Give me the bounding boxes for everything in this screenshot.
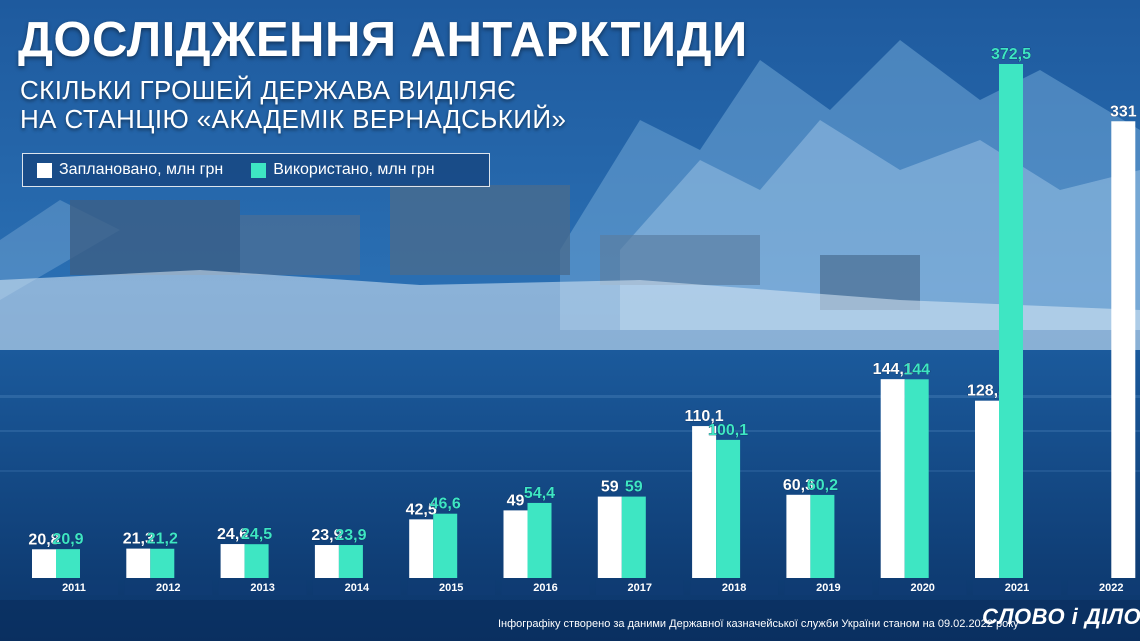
data-label-planned-2011: 20,8 [28,531,59,548]
source-note: Інфографіку створено за даними Державної… [498,618,1019,630]
bar-group-2014: 2014 23,923,9 [311,527,401,595]
bar-used-2016 [527,502,552,578]
x-tick-bg-2013 [218,580,307,595]
bar-used-2011 [56,549,80,578]
legend-item-planned: Заплановано, млн грн [37,161,223,179]
data-label-planned-2017: 59 [601,479,619,496]
bar-used-2012 [150,548,175,578]
bar-used-2020 [904,379,929,578]
data-label-planned-2016: 49 [507,492,525,509]
data-label-used-2016: 54,4 [524,485,555,502]
x-tick-label-2011: 2011 [62,582,86,594]
legend-swatch-planned [37,162,52,178]
data-label-used-2015: 46,6 [430,496,461,513]
data-label-planned-2019: 60,3 [783,477,814,494]
bar-planned-2019 [786,494,811,578]
data-label-planned-2022: 331 [1110,103,1137,120]
x-tick-label-2018: 2018 [722,582,746,594]
x-tick-bg-2012 [124,580,213,595]
data-label-used-2013: 24,5 [241,526,272,543]
data-label-planned-2013: 24,6 [217,526,248,543]
bar-group-2016: 2016 49 54,4 [501,485,590,595]
bar-planned-2018 [692,426,717,578]
data-label-used-2019: 60,2 [807,477,838,494]
bar-planned-2013 [220,544,245,578]
bar-group-2021: 2021 128,5 372,5 [967,46,1061,595]
brand-logo: СЛОВО і ДІЛО [982,604,1140,629]
bar-group-2015: 2015 42,546,6 [405,495,496,595]
bar-planned-2022 [1111,121,1136,578]
x-tick-label-2020: 2020 [910,582,934,594]
bar-used-2021 [999,64,1023,578]
bar-planned-2012 [126,548,151,578]
x-tick-label-2013: 2013 [250,582,274,594]
data-label-used-2011: 20,9 [52,531,83,548]
data-label-planned-2018: 110,1 [685,408,724,425]
chart-title: ДОСЛІДЖЕННЯ АНТАРКТИДИ [18,13,748,67]
bar-planned-2016 [503,510,528,578]
data-label-used-2014: 23,9 [335,527,366,544]
x-tick-bg-2015 [407,580,496,595]
x-tick-bg-2018 [690,580,779,595]
chart-subtitle: СКІЛЬКИ ГРОШЕЙ ДЕРЖАВА ВИДІЛЯЄ НА СТАНЦІ… [20,76,566,134]
data-label-used-2018: 100,1 [708,422,748,439]
data-label-used-2021: 372,5 [991,46,1031,63]
x-tick-bg-2011 [30,580,118,595]
bar-group-2017: 2017 59 59 [595,478,684,595]
x-tick-bg-2016 [501,580,590,595]
x-tick-bg-2021 [973,580,1061,595]
data-label-planned-2015: 42,5 [406,501,437,518]
data-label-planned-2012: 21,3 [123,531,154,548]
x-tick-label-2021: 2021 [1005,582,1029,594]
legend-label-used: Використано, млн грн [273,161,435,178]
bar-used-2013 [244,544,269,578]
legend-item-used: Використано, млн грн [251,161,435,179]
x-tick-bg-2022 [1067,580,1140,595]
x-tick-label-2012: 2012 [156,582,180,594]
bar-planned-2021 [975,400,999,578]
bar-used-2014 [338,545,363,578]
x-tick-label-2022: 2022 [1099,582,1123,594]
x-tick-label-2016: 2016 [533,582,557,594]
bar-used-2015 [433,513,458,578]
bar-planned-2014 [314,545,339,578]
data-label-planned-2014: 23,9 [311,527,342,544]
bar-group-2013: 2013 24,624,5 [217,526,307,595]
bar-planned-2017 [597,496,622,578]
data-label-used-2017: 59 [625,479,643,496]
bar-used-2018 [716,439,741,578]
bar-group-2019: 2019 60,360,2 [783,476,873,595]
bar-group-2011: 2011 20,820,9 [28,531,118,595]
data-label-planned-2021: 128,5 [967,383,1007,400]
legend: Заплановано, млн грн Використано, млн гр… [22,153,490,187]
x-tick-bg-2019 [784,580,873,595]
data-label-used-2012: 21,2 [147,531,178,548]
data-label-planned-2020: 144,1 [873,361,913,378]
bar-group-2012: 2012 21,321,2 [122,530,213,595]
subtitle-line-2: НА СТАНЦІЮ «АКАДЕМІК ВЕРНАДСЬКИЙ» [20,104,567,134]
data-label-used-2020: 144 [903,361,930,378]
legend-swatch-used [251,162,267,178]
legend-label-planned: Заплановано, млн грн [59,161,224,178]
x-tick-label-2019: 2019 [816,582,840,594]
subtitle-line-1: СКІЛЬКИ ГРОШЕЙ ДЕРЖАВА ВИДІЛЯЄ [20,75,517,105]
bar-group-2022: 2022 331 [1067,103,1140,595]
x-tick-bg-2014 [312,580,401,595]
x-tick-bg-2017 [595,580,684,595]
x-tick-bg-2020 [878,580,967,595]
bar-planned-2011 [32,549,56,578]
bar-used-2017 [621,496,646,578]
x-tick-label-2014: 2014 [345,582,370,594]
x-tick-label-2015: 2015 [439,582,463,594]
x-tick-label-2017: 2017 [628,582,652,594]
bar-planned-2015 [409,519,434,578]
bar-planned-2020 [880,379,905,578]
bar-used-2019 [810,494,835,578]
